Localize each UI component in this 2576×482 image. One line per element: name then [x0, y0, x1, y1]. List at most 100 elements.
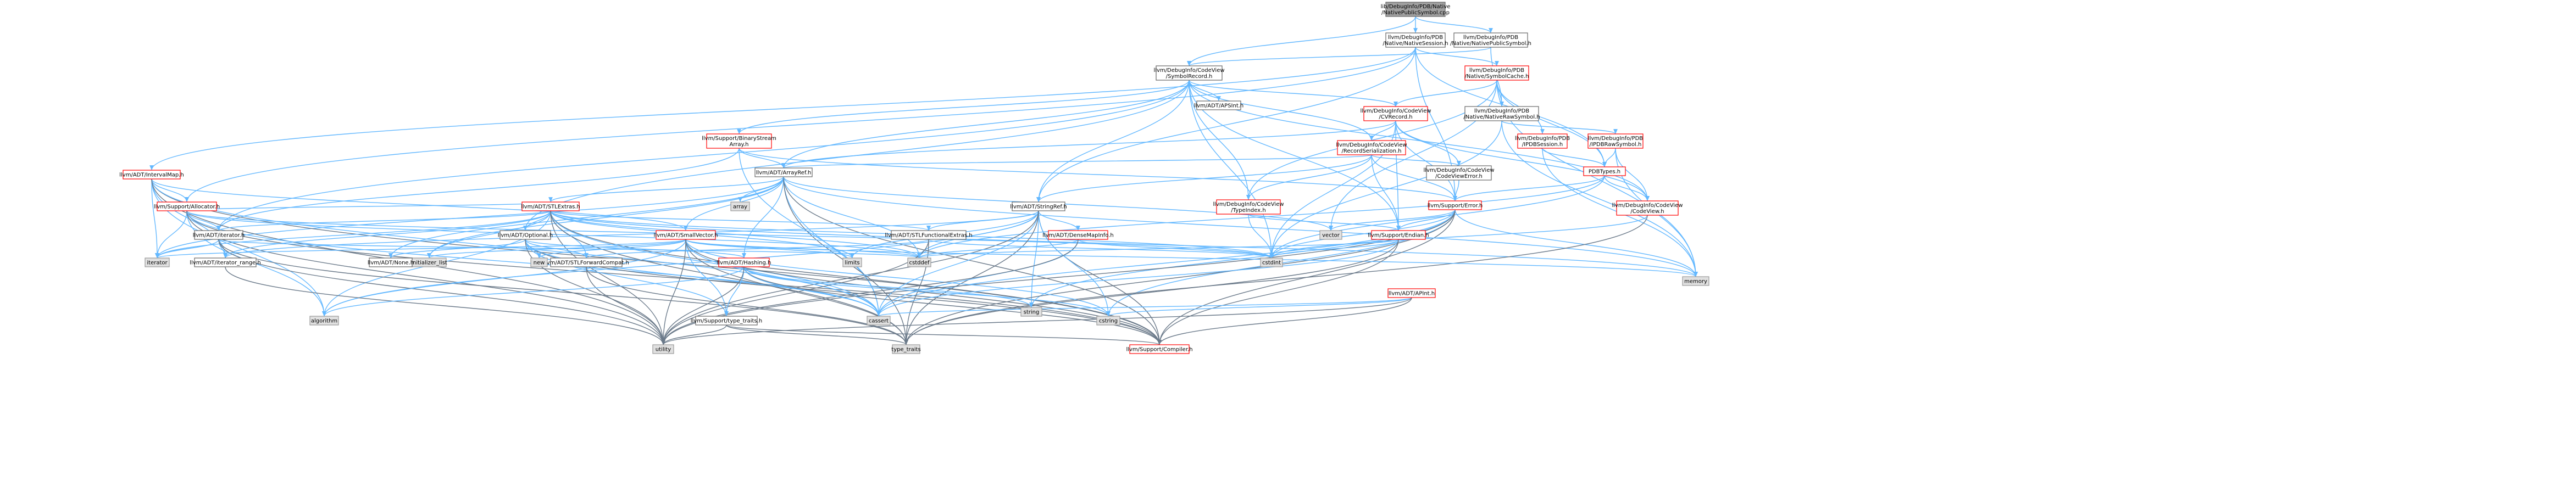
edge-allocator-to-cstddef	[186, 210, 921, 259]
node-iteratorh[interactable]: llvm/ADT/iterator.h	[193, 230, 245, 240]
edge-stringref-to-iteratorrange	[223, 210, 1039, 259]
edge-cvrecord-to-arrayref	[781, 120, 1396, 169]
edge-error-to-endian	[1396, 209, 1456, 231]
edge-error-to-string	[1029, 209, 1456, 308]
node-label: llvm/Support/Compiler.h	[1126, 347, 1192, 353]
edge-symbolrecord-to-stringref	[1036, 80, 1190, 203]
node-pdbtypes[interactable]: PDBTypes.h	[1583, 166, 1626, 176]
node-endian[interactable]: llvm/Support/Endian.h	[1368, 230, 1429, 240]
node-stringref[interactable]: llvm/ADT/StringRef.h	[1010, 201, 1067, 211]
edge-stlextras-to-iteratorrange	[223, 210, 551, 259]
node-symbolrecord[interactable]: llvm/DebugInfo/CodeView/SymbolRecord.h	[1153, 65, 1225, 81]
node-none[interactable]: llvm/ADT/None.h	[368, 257, 414, 267]
node-error[interactable]: llvm/Support/Error.h	[1428, 200, 1483, 210]
edge-stlextras-to-iteratorh	[216, 210, 551, 231]
edge-symbolrecord-to-iteratorh	[216, 80, 1190, 231]
node-box	[1464, 106, 1539, 121]
edge-aphint-to-cstring	[1106, 297, 1412, 317]
node-arrayref[interactable]: llvm/ADT/ArrayRef.h	[754, 167, 813, 177]
node-densemapinfo[interactable]: llvm/ADT/DenseMapInfo.h	[1042, 230, 1114, 240]
edge-smallvector-to-typetraitsh	[685, 239, 729, 317]
edge-cvrecord-to-codeview	[1395, 120, 1650, 201]
node-ipdbrawsymbol[interactable]: llvm/DebugInfo/PDB/IPDBRawSymbol.h	[1587, 133, 1644, 149]
node-compiler[interactable]: llvm/Support/Compiler.h	[1126, 344, 1193, 354]
node-apsint[interactable]: llvm/ADT/APSInt.h	[1194, 100, 1244, 110]
edge-stlextras-to-utility	[550, 210, 665, 345]
node-box	[892, 344, 920, 354]
edge-iteratorh-to-typetraits	[218, 239, 908, 345]
node-stlfunctionalextras[interactable]: llvm/ADT/STLFunctionalExtras.h	[885, 230, 973, 240]
node-stlextras[interactable]: llvm/ADT/STLExtras.h	[521, 201, 580, 211]
node-label: llvm/Support/type_traits.h	[691, 318, 762, 324]
node-label: /Native/NativeRawSymbol.h	[1463, 114, 1540, 120]
node-intervalmap[interactable]: llvm/ADT/IntervalMap.h	[119, 170, 184, 180]
node-box	[656, 230, 716, 240]
edge-smallvector-to-utility	[661, 239, 686, 345]
edge-cvrecord-to-recordserialization	[1369, 120, 1396, 141]
node-label: llvm/ADT/STLForwardCompat.h	[543, 260, 629, 266]
edge-smallvector-to-cstring	[685, 239, 1111, 317]
node-label: llvm/ADT/DenseMapInfo.h	[1042, 233, 1114, 239]
edge-stringref-to-cstring	[1038, 210, 1111, 317]
node-box	[530, 257, 548, 267]
node-iterator: iterator	[145, 257, 170, 267]
node-label: llvm/DebugInfo/CodeView	[1336, 142, 1407, 148]
node-ipdbsession[interactable]: llvm/DebugInfo/PDB/IPDBSession.h	[1515, 133, 1570, 149]
edge-smallvector-to-initializerlist	[427, 239, 686, 259]
node-label: llvm/ADT/STLFunctionalExtras.h	[885, 233, 972, 239]
node-nativepublicsymbol[interactable]: llvm/DebugInfo/PDB/Native/NativePublicSy…	[1450, 32, 1531, 48]
node-cvrecord[interactable]: llvm/DebugInfo/CodeView/CVRecord.h	[1360, 106, 1431, 121]
edge-error-to-cstdint	[1269, 209, 1456, 259]
edge-nativesession-to-stringref	[1036, 47, 1416, 203]
node-label: /NativePublicSymbol.cpp	[1381, 10, 1450, 16]
node-nativesession[interactable]: llvm/DebugInfo/PDB/Native/NativeSession.…	[1383, 32, 1448, 48]
edge-symbolrecord-to-binarystreamarray	[737, 80, 1190, 134]
node-optional[interactable]: llvm/ADT/Optional.h	[498, 230, 553, 240]
node-hashing[interactable]: llvm/ADT/Hashing.h	[717, 257, 771, 267]
node-allocator[interactable]: llvm/Support/Allocator.h	[154, 201, 220, 211]
node-utility: utility	[652, 344, 674, 354]
node-nativerawsymbol[interactable]: llvm/DebugInfo/PDB/Native/NativeRawSymbo…	[1463, 106, 1540, 121]
node-label: Array.h	[729, 142, 748, 148]
node-box	[1319, 230, 1342, 240]
node-iteratorrange[interactable]: llvm/ADT/iterator_range.h	[190, 257, 261, 267]
edge-endian-to-compiler	[1157, 239, 1399, 345]
edge-root-to-symbolrecord	[1187, 16, 1416, 66]
node-label: llvm/ADT/StringRef.h	[1010, 204, 1067, 210]
edge-stlextras-to-iterator	[155, 210, 551, 259]
node-box	[157, 201, 217, 211]
node-label: memory	[1684, 279, 1707, 285]
edge-allocator-to-stlextras	[186, 201, 553, 211]
node-label: limits	[845, 260, 859, 266]
node-typeindex[interactable]: llvm/DebugInfo/CodeView/TypeIndex.h	[1213, 199, 1284, 215]
node-box	[695, 316, 758, 326]
node-box	[730, 201, 750, 211]
node-box	[194, 230, 243, 240]
node-box	[123, 170, 181, 180]
edge-pdbtypes-to-codeview	[1604, 175, 1650, 201]
edge-arrayref-to-array	[738, 176, 784, 203]
node-codeviewerror[interactable]: llvm/DebugInfo/CodeView/CodeViewError.h	[1423, 165, 1495, 181]
edge-intervalmap-to-compiler	[151, 178, 1162, 345]
node-box	[1616, 200, 1679, 216]
node-smallvector[interactable]: llvm/ADT/SmallVector.h	[654, 230, 718, 240]
edge-symbolcache-to-pdbtypes	[1496, 80, 1607, 167]
edge-stlforwardcompat-to-utility	[586, 266, 665, 345]
node-label: algorithm	[311, 318, 337, 324]
node-label: llvm/Support/Endian.h	[1368, 233, 1429, 239]
edge-ipdbsession-to-pdbtypes	[1542, 148, 1607, 167]
node-codeview[interactable]: llvm/DebugInfo/CodeView/CodeView.h	[1612, 200, 1683, 216]
node-symbolcache[interactable]: llvm/DebugInfo/PDB/Native/SymbolCache.h	[1464, 65, 1529, 81]
node-box	[1583, 166, 1626, 176]
node-box	[1129, 344, 1190, 354]
node-aphint[interactable]: llvm/ADT/APInt.h	[1387, 288, 1436, 298]
edge-typeindex-to-endian	[1248, 214, 1401, 231]
edge-iteratorh-to-cstddef	[218, 239, 921, 259]
node-box	[1587, 133, 1644, 149]
node-string: string	[1020, 307, 1042, 317]
node-recordserialization[interactable]: llvm/DebugInfo/CodeView/RecordSerializat…	[1336, 140, 1407, 155]
node-typetraitsh[interactable]: llvm/Support/type_traits.h	[691, 316, 762, 326]
edge-stlfunctionalextras-to-stlforwardcompat	[584, 239, 929, 259]
node-stlforwardcompat[interactable]: llvm/ADT/STLForwardCompat.h	[543, 257, 629, 267]
